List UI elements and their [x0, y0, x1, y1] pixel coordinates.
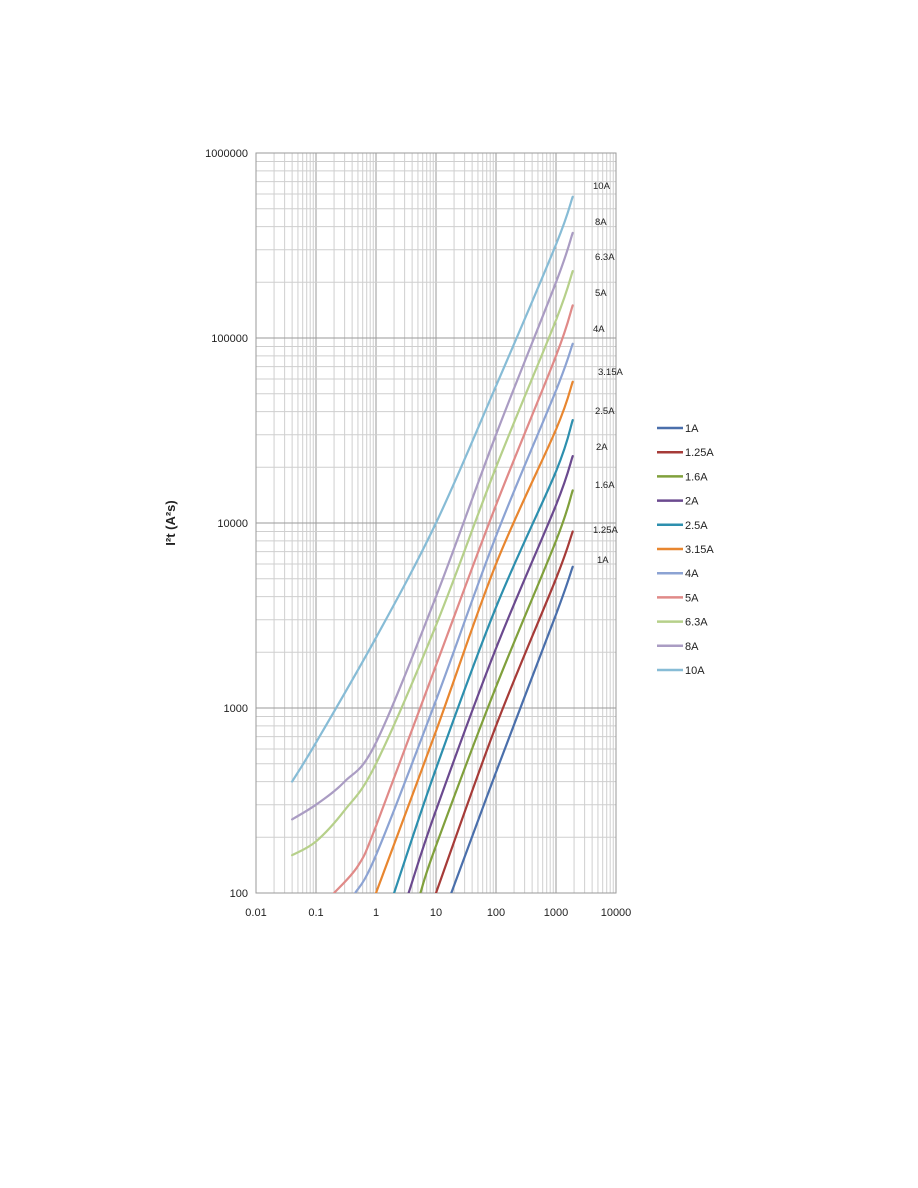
- legend-label: 2A: [685, 496, 699, 508]
- series-end-label: 2.5A: [595, 406, 615, 417]
- x-tick-label: 1: [373, 907, 379, 919]
- x-tick-label: 100: [487, 907, 505, 919]
- legend-label: 10A: [685, 665, 705, 677]
- series-line-1A: [450, 565, 574, 893]
- y-axis-label: I²t (A²s): [163, 500, 178, 546]
- y-axis-ticks: 100 1000 10000 100000 1000000: [205, 148, 248, 900]
- series-line-1-25A: [434, 530, 574, 893]
- legend-label: 1.6A: [685, 471, 708, 483]
- series-end-labels: 10A 8A 6.3A 5A 4A 3.15A 2.5A 2A 1.6A 1.25A 1A: [593, 181, 623, 566]
- x-tick-label: 1000: [544, 907, 568, 919]
- legend-label: 8A: [685, 641, 699, 653]
- series-end-label: 10A: [593, 181, 611, 192]
- series-line-2A: [407, 455, 574, 893]
- legend-label: 6.3A: [685, 617, 708, 629]
- legend-label: 5A: [685, 592, 699, 604]
- y-tick-label: 1000: [224, 703, 248, 715]
- series-end-label: 3.15A: [598, 367, 623, 378]
- legend-label: 2.5A: [685, 520, 708, 532]
- series-lines: [291, 195, 574, 893]
- x-tick-label: 10000: [601, 907, 632, 919]
- y-tick-label: 100: [230, 888, 248, 900]
- series-end-label: 4A: [593, 324, 605, 335]
- series-line-3-15A: [374, 380, 574, 893]
- series-end-label: 6.3A: [595, 252, 615, 263]
- x-tick-label: 0.1: [308, 907, 323, 919]
- series-end-label: 5A: [595, 288, 607, 299]
- legend: 1A 1.25A 1.6A 2A 2.5A 3.15A 4A 5A 6.3A 8A 10A: [657, 423, 714, 677]
- series-end-label: 1A: [597, 555, 609, 566]
- x-axis-ticks: 0.01 0.1 1 10 100 1000 10000: [245, 907, 631, 919]
- series-line-8A: [291, 231, 574, 821]
- series-end-label: 1.6A: [595, 480, 615, 491]
- legend-label: 3.15A: [685, 544, 714, 556]
- y-tick-label: 1000000: [205, 148, 248, 160]
- legend-label: 1A: [685, 423, 699, 435]
- series-line-10A: [291, 195, 574, 783]
- series-line-1-6A: [419, 489, 574, 893]
- x-tick-label: 10: [430, 907, 442, 919]
- y-tick-label: 100000: [211, 333, 248, 345]
- series-line-5A: [333, 304, 574, 893]
- series-end-label: 2A: [596, 442, 608, 453]
- legend-label: 4A: [685, 568, 699, 580]
- series-line-4A: [354, 342, 574, 893]
- legend-label: 1.25A: [685, 447, 714, 459]
- x-tick-label: 0.01: [245, 907, 266, 919]
- y-tick-label: 10000: [217, 518, 248, 530]
- series-line-2-5A: [393, 419, 574, 893]
- series-end-label: 8A: [595, 217, 607, 228]
- series-line-6-3A: [291, 270, 574, 857]
- series-end-label: 1.25A: [593, 525, 618, 536]
